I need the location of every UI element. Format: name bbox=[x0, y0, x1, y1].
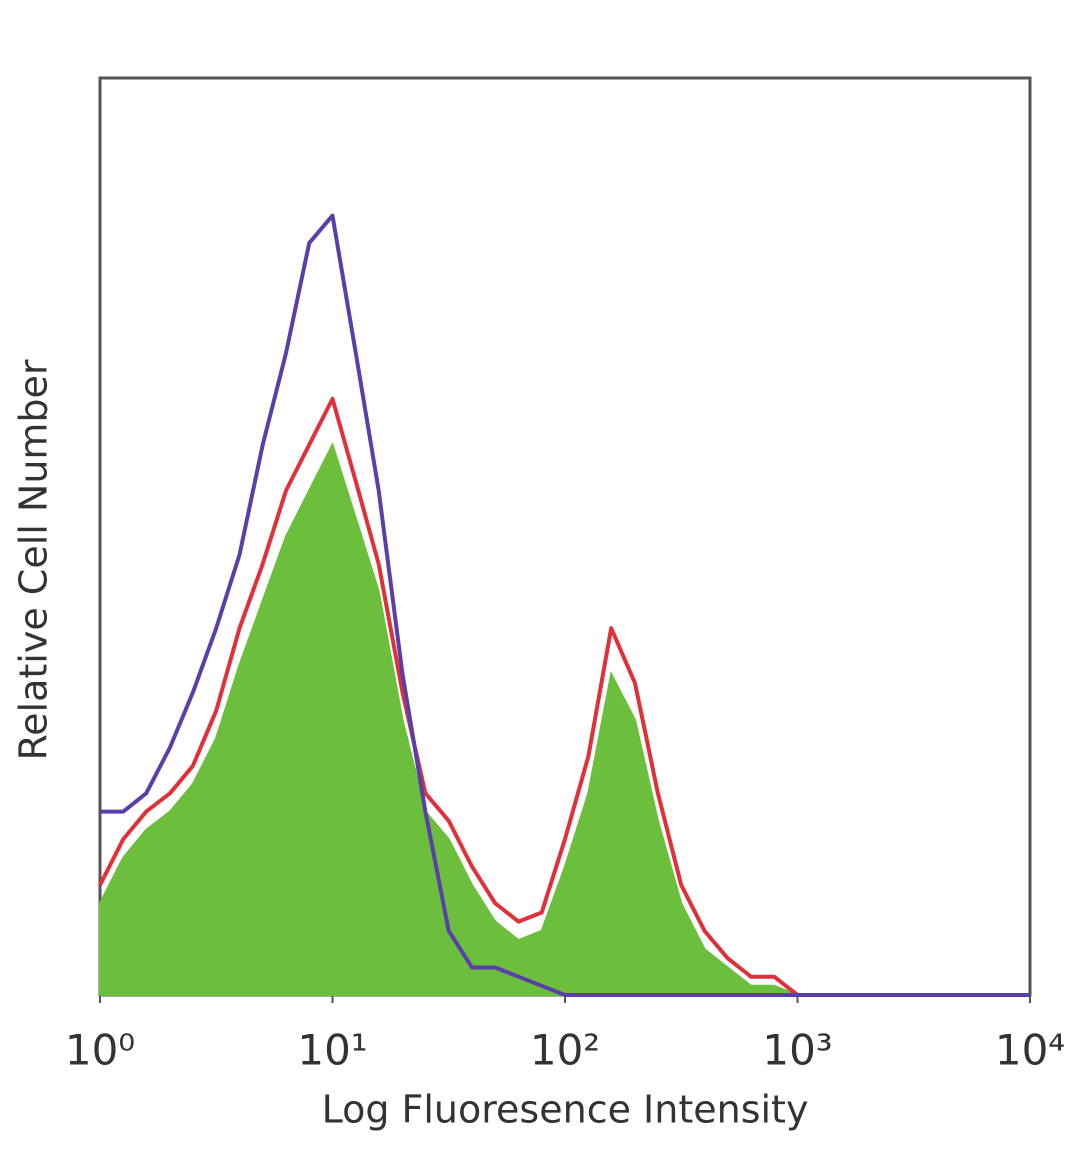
histogram-area bbox=[99, 442, 1030, 996]
x-tick-label: 10² bbox=[530, 1026, 600, 1075]
histogram-line bbox=[100, 213, 1030, 997]
x-tick-label: 10⁰ bbox=[65, 1026, 135, 1075]
x-tick-label: 10⁴ bbox=[995, 1026, 1065, 1075]
x-axis-label: Log Fluoresence Intensity bbox=[322, 1088, 809, 1132]
x-tick-label: 10¹ bbox=[297, 1026, 367, 1075]
x-tick-label: 10³ bbox=[762, 1026, 832, 1075]
y-axis-label: Relative Cell Number bbox=[12, 359, 56, 760]
